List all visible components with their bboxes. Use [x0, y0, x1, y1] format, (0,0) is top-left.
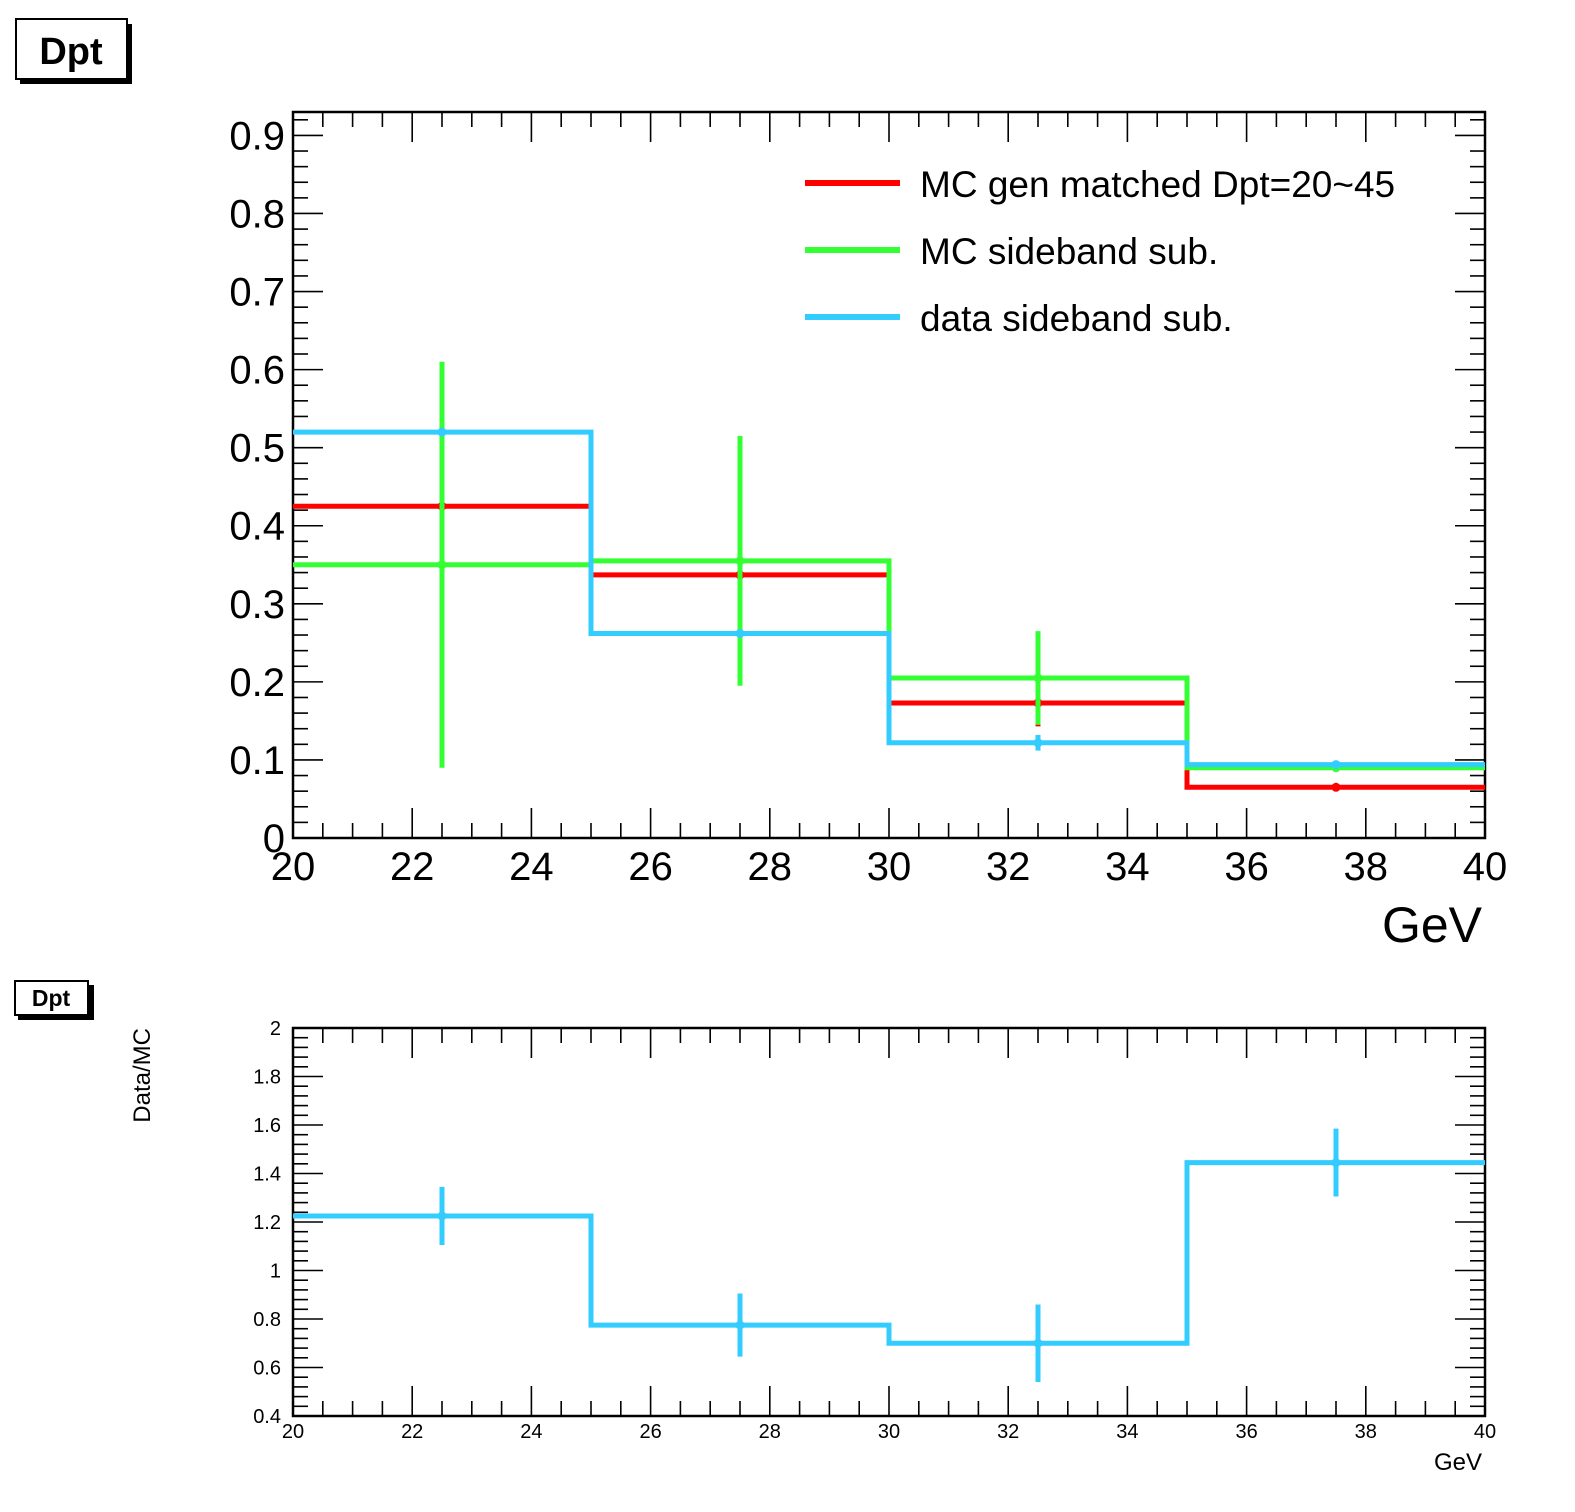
top-y-tick-label: 0.2: [229, 661, 285, 705]
bot-x-tick-label: 34: [1116, 1421, 1138, 1443]
top-y-tick-label: 0.7: [229, 271, 285, 315]
top-data-point: [1033, 673, 1043, 683]
top-y-tick-label: 0.8: [229, 192, 285, 236]
bot-y-tick-label: 1.4: [253, 1164, 281, 1186]
bot-x-tick-label: 28: [759, 1421, 781, 1443]
top-data-point: [1331, 760, 1341, 770]
top-x-tick-label: 38: [1344, 845, 1389, 889]
bottom-x-axis-label: GeV: [1434, 1449, 1482, 1476]
bot-data-point: [1033, 1338, 1043, 1348]
top-x-tick-label: 34: [1105, 845, 1150, 889]
bot-x-tick-label: 38: [1355, 1421, 1377, 1443]
top-x-tick-label: 30: [867, 845, 912, 889]
top-x-tick-label: 32: [986, 845, 1031, 889]
top-y-tick-label: 0.4: [229, 505, 285, 549]
bottom-plot-frame: [291, 1026, 1487, 1418]
bot-plot-border: [291, 1026, 1487, 1418]
bot-x-tick-label: 24: [520, 1421, 542, 1443]
bot-x-tick-label: 32: [997, 1421, 1019, 1443]
top-series-line: [293, 429, 1485, 768]
top-x-tick-label: 26: [628, 845, 673, 889]
top-x-tick-label: 36: [1224, 845, 1269, 889]
bot-data-point: [1331, 1158, 1341, 1168]
bot-data-point: [735, 1320, 745, 1330]
top-x-tick-label: 24: [509, 845, 554, 889]
top-series-group: [293, 361, 1485, 792]
top-y-tick-label: 0.6: [229, 349, 285, 393]
top-y-tick-label: 0.9: [229, 114, 285, 158]
top-legend: MC gen matched Dpt=20~45 MC sideband sub.…: [805, 164, 1395, 339]
bot-x-tick-label: 36: [1235, 1421, 1257, 1443]
bottom-title-box: Dpt: [14, 980, 94, 1020]
bottom-y-axis-label: Data/MC: [129, 1028, 156, 1123]
top-data-point: [1033, 738, 1043, 748]
top-y-tick-label: 0.3: [229, 583, 285, 627]
bot-series-line: [293, 1160, 1485, 1346]
bot-x-tick-label: 40: [1474, 1421, 1496, 1443]
bottom-title-text: Dpt: [32, 985, 71, 1011]
bot-x-tick-label: 22: [401, 1421, 423, 1443]
top-data-point: [437, 427, 447, 437]
top-axis-ticks: [292, 112, 1486, 839]
bot-y-tick-label: 1.6: [253, 1115, 281, 1137]
top-data-point: [735, 628, 745, 638]
top-tick-labels: 20 22 24 26 28 30 32 34 36 38 40 0 0.1 0.2 0.3 0.4 0.5 0.…: [229, 114, 1507, 889]
legend-label: MC gen matched Dpt=20~45: [920, 164, 1395, 205]
top-x-tick-label: 22: [390, 845, 435, 889]
bot-x-tick-label: 20: [282, 1421, 304, 1443]
top-x-tick-label: 40: [1463, 845, 1508, 889]
bot-y-tick-label: 1.8: [253, 1067, 281, 1089]
top-title-box: Dpt: [15, 18, 132, 84]
bot-y-tick-label: 1: [270, 1261, 281, 1283]
bot-y-tick-label: 0.8: [253, 1309, 281, 1331]
bottom-series-group: [293, 1128, 1485, 1383]
bot-x-tick-label: 26: [639, 1421, 661, 1443]
top-x-tick-label: 20: [271, 845, 316, 889]
top-data-point: [735, 556, 745, 566]
bot-series-0: [293, 1128, 1485, 1383]
bot-y-tick-label: 0.4: [253, 1406, 281, 1428]
top-y-tick-label: 0.1: [229, 739, 285, 783]
legend-label: data sideband sub.: [920, 298, 1233, 339]
legend-label: MC sideband sub.: [920, 231, 1218, 272]
bot-y-tick-label: 0.6: [253, 1358, 281, 1380]
top-x-axis-label: GeV: [1382, 897, 1483, 953]
top-series-2: [293, 427, 1485, 770]
top-x-tick-label: 28: [748, 845, 793, 889]
bot-y-tick-label: 1.2: [253, 1212, 281, 1234]
top-title-text: Dpt: [39, 31, 103, 73]
bottom-tick-labels: 20 22 24 26 28 30 32 34 36 38 40 0.4 0.6 0.8 1 1.2 1.4 1.…: [253, 1018, 1496, 1443]
top-y-tick-label: 0.5: [229, 427, 285, 471]
bot-y-tick-label: 2: [270, 1018, 281, 1040]
bot-data-point: [437, 1211, 447, 1221]
top-data-point: [1331, 782, 1341, 792]
bot-x-tick-label: 30: [878, 1421, 900, 1443]
bottom-axis-ticks: [292, 1027, 1486, 1417]
top-data-point: [437, 560, 447, 570]
top-y-tick-label: 0: [263, 817, 285, 861]
